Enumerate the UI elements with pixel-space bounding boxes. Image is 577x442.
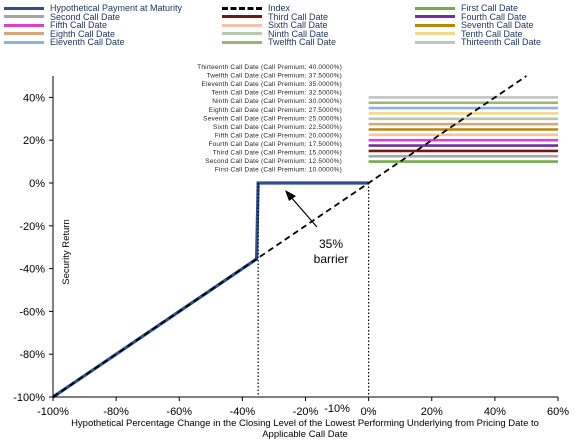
x-tick-label: -60% (166, 406, 192, 418)
y-tick-label: -20% (19, 221, 45, 233)
legend-swatch (415, 6, 455, 10)
x-tick-label: 40% (484, 406, 506, 418)
call-premium-label: Sixth Call Date (Call Premium: 22.5000%) (213, 124, 342, 131)
legend-item: Seventh Call Date (415, 20, 534, 30)
legend-swatch (415, 23, 455, 27)
call-premium-label: Eleventh Call Date (Call Premium: 35.000… (202, 81, 342, 88)
legend-item: Tenth Call Date (415, 29, 523, 39)
call-premium-label: Fourth Call Date (Call Premium: 17.5000%… (208, 141, 342, 148)
legend-label: Index (268, 3, 291, 13)
call-premium-label: First Call Date (Call Premium: 10.0000%) (215, 167, 342, 174)
x-tick-label: -100% (37, 406, 69, 418)
legend-swatch (415, 15, 455, 19)
y-tick-label: 20% (23, 135, 45, 147)
x-tick-label: -20% (293, 406, 319, 418)
legend-label: Twelfth Call Date (268, 37, 337, 48)
text-layer: -100% -80% -60% -40% -20% 0% 20% 40% -100% -80% -6… (13, 64, 569, 440)
call-premium-label: Third Call Date (Call Premium: 15.0000%) (213, 150, 342, 157)
index-line (52, 75, 527, 398)
legend-item: Second Call Date (4, 12, 120, 22)
legend-label: Tenth Call Date (461, 28, 523, 39)
y-tick-label: 40% (23, 92, 45, 104)
y-tick-label: -80% (19, 349, 45, 361)
legend-swatch (4, 23, 44, 27)
legend-item: Eleventh Call Date (4, 37, 125, 47)
legend-label: Sixth Call Date (268, 20, 328, 31)
axes-layer (49, 76, 559, 401)
annotations-layer (257, 183, 370, 397)
legend-swatch (222, 23, 262, 27)
legend-item: Hypothetical Payment at Maturity (4, 3, 182, 13)
y-tick-label: -60% (19, 306, 45, 318)
legend-swatch (4, 40, 44, 44)
legend-item: Fifth Call Date (4, 20, 107, 30)
legend-item: Eighth Call Date (4, 29, 115, 39)
x-axis-title: Hypothetical Percentage Change in the Cl… (71, 418, 539, 429)
x-tick-label: -40% (230, 406, 256, 418)
legend-label: Second Call Date (50, 11, 121, 22)
legend-item: Index (222, 3, 290, 13)
legend-label: Eighth Call Date (50, 28, 116, 39)
legend-item: First Call Date (415, 3, 518, 13)
legend-item: Twelfth Call Date (222, 37, 336, 47)
legend-item: Thirteenth Call Date (415, 37, 541, 47)
x-tick-label: 20% (421, 406, 443, 418)
call-premium-label: Second Call Date (Call Premium: 12.5000%… (205, 158, 342, 165)
legend-swatch (222, 32, 262, 36)
legend-item: Sixth Call Date (222, 20, 328, 30)
legend-swatch (222, 15, 262, 19)
series-layer (52, 75, 527, 399)
legend-label: Seventh Call Date (461, 20, 534, 31)
legend-item: Third Call Date (222, 12, 328, 22)
legend-label: Ninth Call Date (268, 28, 329, 39)
legend-item: Ninth Call Date (222, 29, 329, 39)
call-premium-label: Ninth Call Date (Call Premium: 30.0000%) (212, 98, 342, 105)
x-tick-label: 60% (547, 406, 569, 418)
legend-label: First Call Date (461, 3, 519, 13)
legend-swatch (222, 6, 262, 10)
y-tick-label: 0% (29, 178, 45, 190)
call-premium-label: Thirteenth Call Date (Call Premium: 40.0… (197, 64, 342, 71)
call-premium-label: Fifth Call Date (Call Premium: 20.0000%) (215, 132, 342, 139)
legend-swatch (222, 40, 262, 44)
legend-swatch (4, 32, 44, 36)
x-tick-label: -80% (103, 406, 129, 418)
legend-label: Eleventh Call Date (50, 37, 125, 48)
x-tick-label-extra: -10% (324, 403, 350, 415)
legend-swatch (4, 6, 44, 10)
call-lines-layer (368, 96, 558, 163)
y-tick-label: -100% (13, 392, 45, 404)
legend-swatch (4, 15, 44, 19)
call-premium-label: Eighth Call Date (Call Premium: 27.5000%… (209, 107, 342, 114)
barrier-arrow-line (289, 195, 318, 228)
legend-label: Fifth Call Date (50, 20, 108, 31)
barrier-label: barrier (314, 252, 349, 266)
call-premium-label: Seventh Call Date (Call Premium: 25.0000… (203, 115, 342, 122)
legend-swatch (415, 32, 455, 36)
legend-label: Third Call Date (268, 11, 329, 22)
call-premium-label: Twelfth Call Date (Call Premium: 37.5000… (206, 73, 342, 80)
x-tick-label: 0% (361, 406, 377, 418)
x-axis-title: Applicable Call Date (262, 429, 348, 440)
legend-swatch (415, 40, 455, 44)
legend-item: Fourth Call Date (415, 12, 527, 22)
y-axis-title: Security Return (61, 219, 72, 284)
barrier-label: 35% (319, 237, 343, 251)
barrier-arrow-head (285, 190, 296, 201)
legend-label: Thirteenth Call Date (461, 37, 542, 48)
legend-label: Fourth Call Date (461, 11, 527, 22)
call-premium-label: Tenth Call Date (Call Premium: 32.5000%) (212, 90, 342, 97)
legend-label: Hypothetical Payment at Maturity (50, 3, 183, 13)
y-tick-label: -40% (19, 264, 45, 276)
